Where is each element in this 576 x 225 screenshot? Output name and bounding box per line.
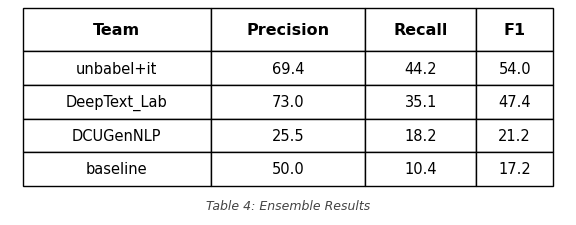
Text: Table 4: Ensemble Results: Table 4: Ensemble Results (206, 199, 370, 212)
